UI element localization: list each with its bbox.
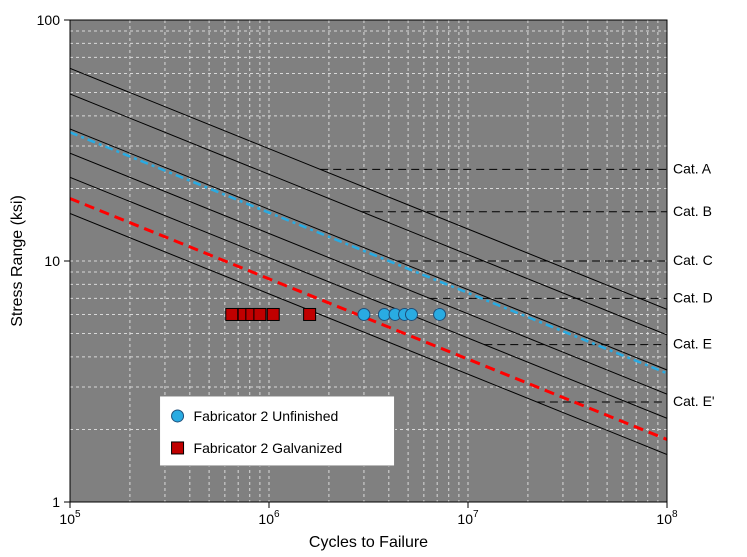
legend: Fabricator 2 Unfinished Fabricator 2 Galv… [160, 396, 395, 466]
data-point [226, 308, 238, 320]
y-tick-label: 100 [37, 12, 61, 28]
y-tick-label: 1 [52, 494, 60, 510]
legend-marker [172, 442, 184, 454]
category-label: Cat. A [673, 160, 712, 176]
data-point [358, 308, 370, 320]
y-axis-label: Stress Range (ksi) [9, 195, 26, 327]
category-label: Cat. E' [673, 393, 715, 409]
category-label: Cat. E [673, 336, 712, 352]
data-point [304, 308, 316, 320]
x-axis-label: Cycles to Failure [309, 534, 428, 551]
data-point [434, 308, 446, 320]
data-point [267, 308, 279, 320]
legend-label: Fabricator 2 Galvanized [194, 440, 343, 456]
legend-marker [172, 410, 184, 422]
sn-chart: Cat. ACat. BCat. CCat. DCat. ECat. E'105… [0, 0, 747, 557]
category-label: Cat. D [673, 289, 713, 305]
category-label: Cat. C [673, 252, 713, 268]
category-label: Cat. B [673, 203, 712, 219]
data-point [405, 308, 417, 320]
chart-svg: Cat. ACat. BCat. CCat. DCat. ECat. E'105… [0, 0, 747, 557]
y-tick-label: 10 [44, 253, 60, 269]
legend-label: Fabricator 2 Unfinished [194, 408, 339, 424]
data-point [254, 308, 266, 320]
